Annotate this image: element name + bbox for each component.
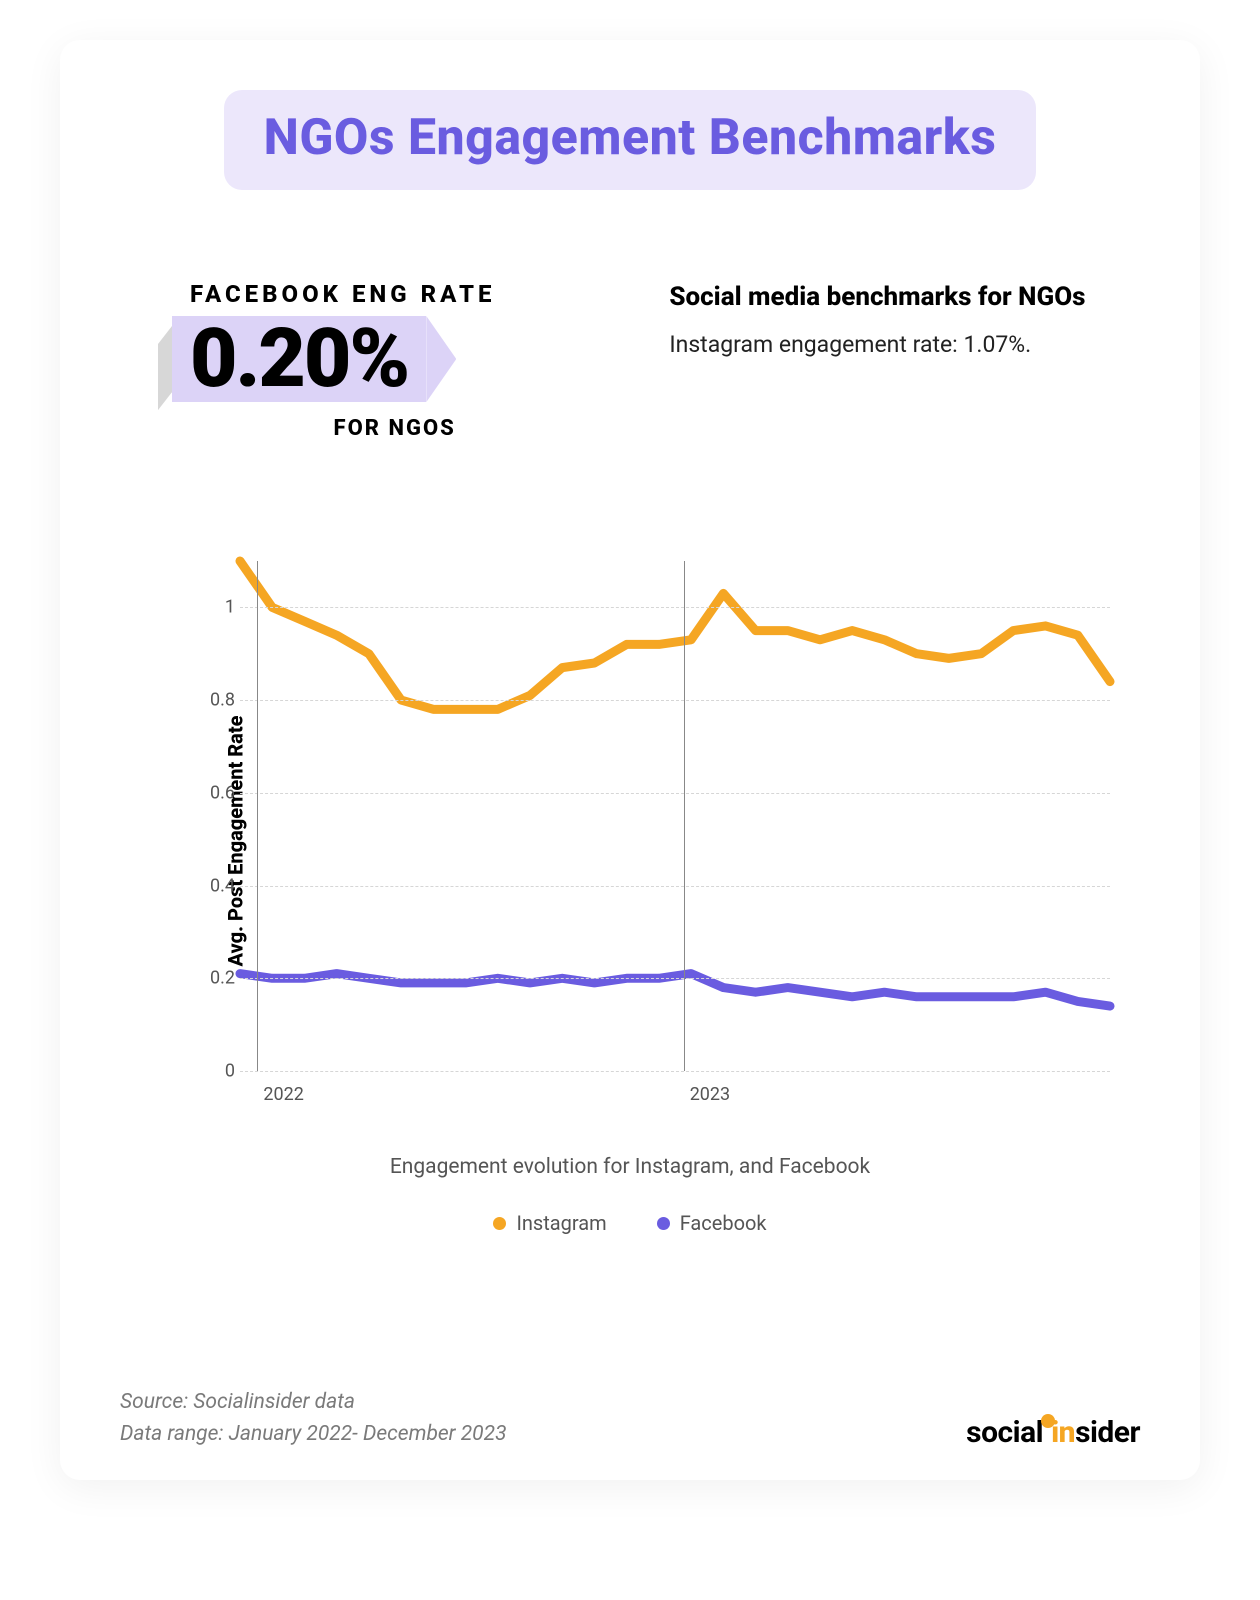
footer-left: Source: Socialinsider data Data range: J… xyxy=(120,1387,507,1450)
grid-line xyxy=(240,1071,1110,1072)
y-tick: 0.2 xyxy=(190,968,235,989)
stat-badge: 0.20% xyxy=(172,316,426,402)
right-title: Social media benchmarks for NGOs xyxy=(669,280,1100,315)
x-tick: 2023 xyxy=(690,1084,730,1105)
legend: Instagram Facebook xyxy=(120,1211,1140,1235)
brand-pre: social xyxy=(966,1415,1043,1450)
brand-post: sider xyxy=(1075,1415,1140,1450)
y-tick: 1 xyxy=(190,597,235,618)
plot: 00.20.40.60.8120222023 xyxy=(240,561,1110,1071)
chart-lines xyxy=(240,561,1110,1071)
x-year-line xyxy=(684,561,685,1071)
legend-item: Instagram xyxy=(493,1211,606,1235)
footer: Source: Socialinsider data Data range: J… xyxy=(120,1387,1140,1450)
grid-line xyxy=(240,793,1110,794)
brand-dot-icon xyxy=(1041,1414,1055,1428)
series-instagram xyxy=(240,561,1110,709)
y-tick: 0.8 xyxy=(190,690,235,711)
legend-dot-icon xyxy=(657,1217,670,1230)
chart-area: Avg. Post Engagement Rate 00.20.40.60.81… xyxy=(120,561,1140,1121)
brand-logo: socialinsider xyxy=(966,1415,1140,1450)
chart-caption: Engagement evolution for Instagram, and … xyxy=(120,1155,1140,1179)
grid-line xyxy=(240,978,1110,979)
y-tick: 0 xyxy=(190,1061,235,1082)
stat-right: Social media benchmarks for NGOs Instagr… xyxy=(669,280,1100,358)
x-tick: 2022 xyxy=(263,1084,303,1105)
infographic-card: NGOs Engagement Benchmarks FACEBOOK ENG … xyxy=(60,40,1200,1480)
y-tick: 0.6 xyxy=(190,782,235,803)
title-wrap: NGOs Engagement Benchmarks xyxy=(120,90,1140,190)
footer-source: Source: Socialinsider data xyxy=(120,1387,507,1419)
badge-shadow xyxy=(158,326,172,410)
x-year-line xyxy=(257,561,258,1071)
grid-line xyxy=(240,886,1110,887)
y-tick: 0.4 xyxy=(190,875,235,896)
page-title: NGOs Engagement Benchmarks xyxy=(224,90,1037,190)
footer-range: Data range: January 2022- December 2023 xyxy=(120,1419,507,1451)
stat-left: FACEBOOK ENG RATE 0.20% FOR NGOS xyxy=(160,280,609,441)
legend-label: Facebook xyxy=(680,1211,767,1235)
right-body: Instagram engagement rate: 1.07%. xyxy=(669,331,1100,358)
stat-label: FACEBOOK ENG RATE xyxy=(190,280,609,308)
legend-item: Facebook xyxy=(657,1211,767,1235)
stat-sub: FOR NGOS xyxy=(180,416,609,441)
legend-label: Instagram xyxy=(516,1211,606,1235)
grid-line xyxy=(240,700,1110,701)
grid-line xyxy=(240,607,1110,608)
stat-row: FACEBOOK ENG RATE 0.20% FOR NGOS Social … xyxy=(120,280,1140,441)
legend-dot-icon xyxy=(493,1217,506,1230)
stat-value: 0.20% xyxy=(172,316,426,402)
